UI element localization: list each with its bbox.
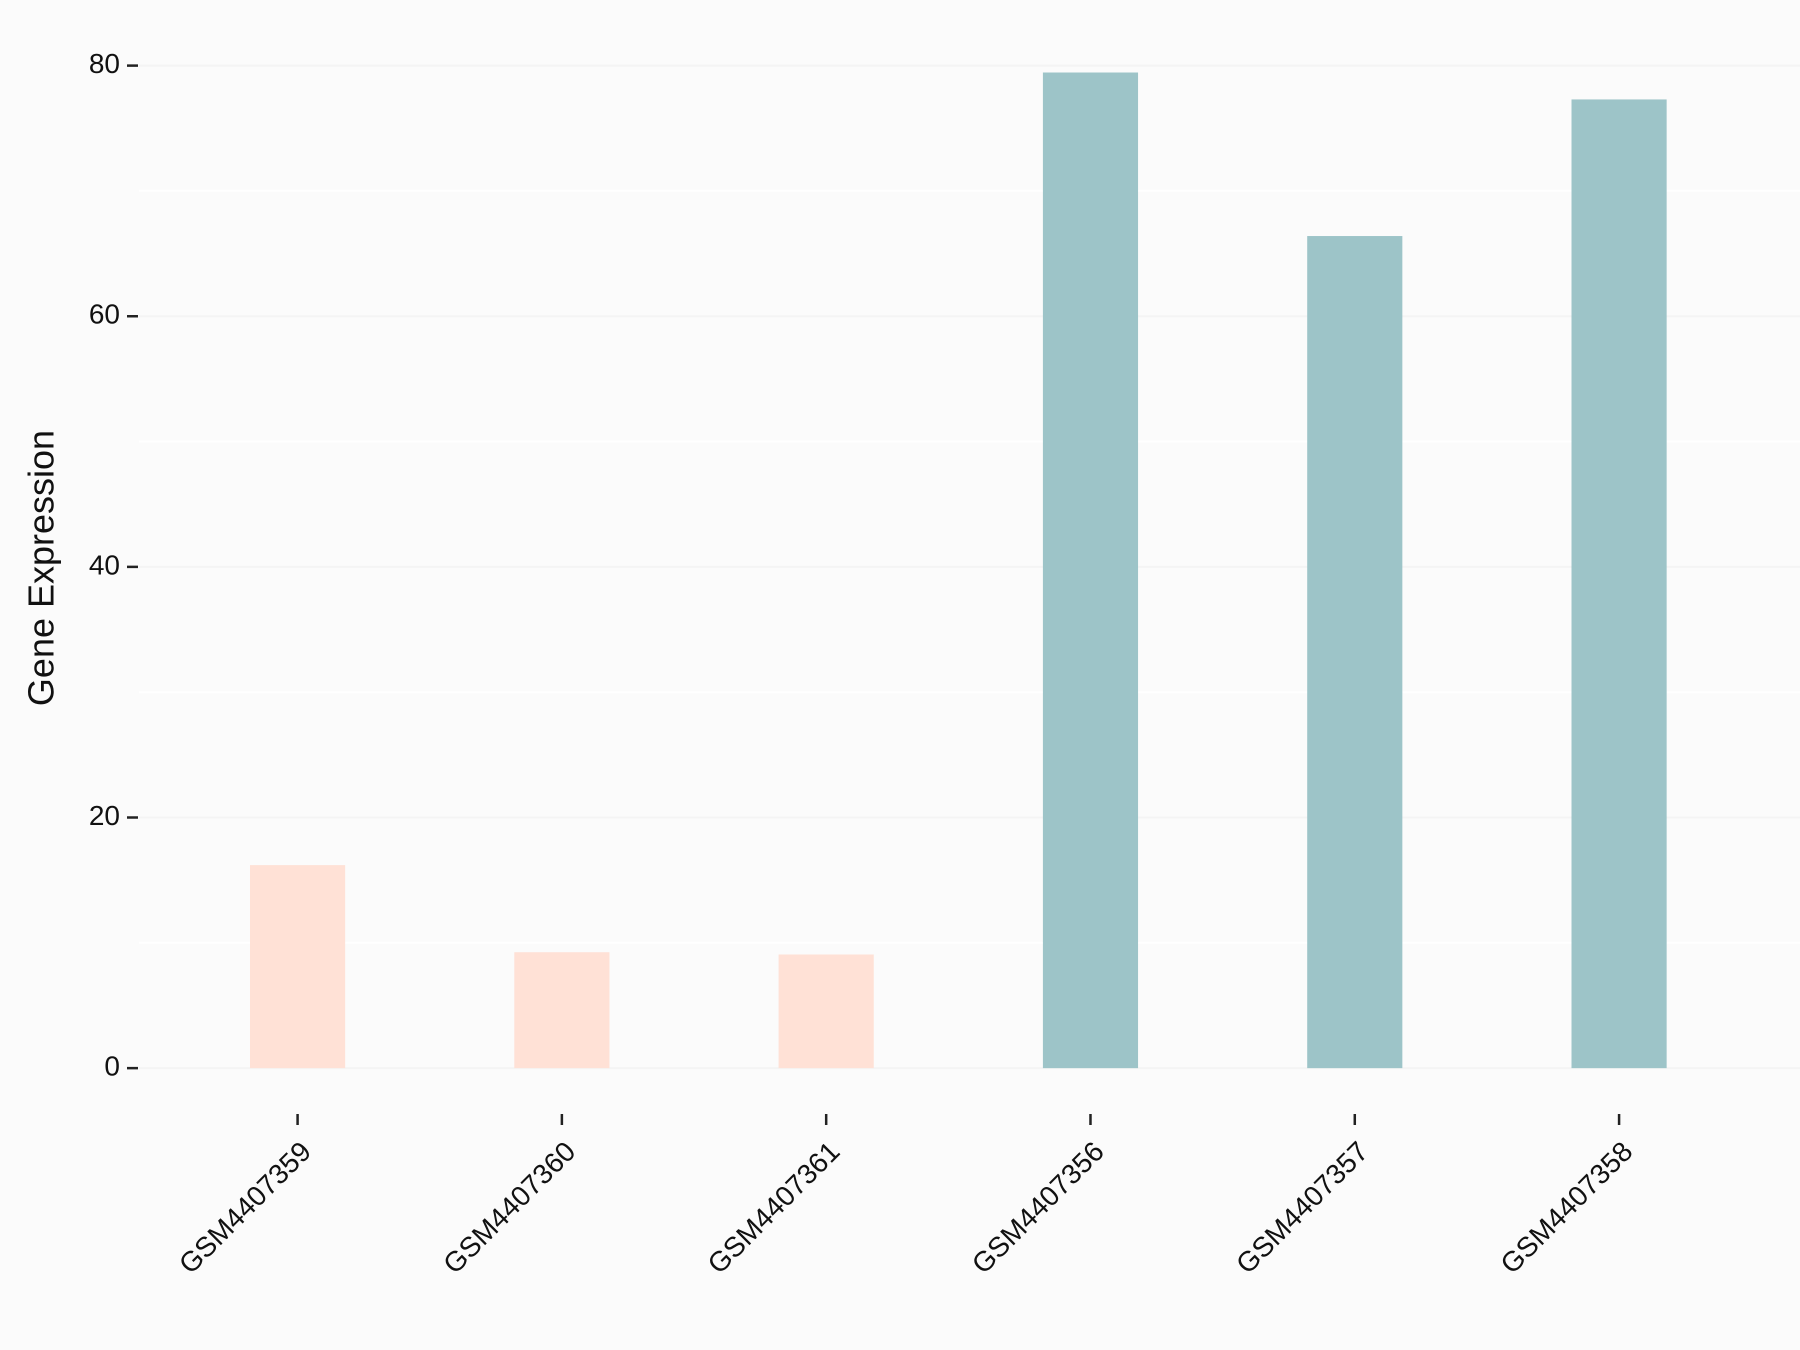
y-tick-label: 20 xyxy=(89,800,120,831)
bar xyxy=(778,954,874,1069)
y-axis-label: Gene Expression xyxy=(21,430,62,706)
bar xyxy=(250,865,346,1069)
y-tick-label: 60 xyxy=(89,299,120,330)
bar xyxy=(1571,99,1667,1069)
y-tick-label: 80 xyxy=(89,48,120,79)
bar xyxy=(1307,236,1403,1069)
y-tick-label: 40 xyxy=(89,549,120,580)
y-tick-label: 0 xyxy=(104,1051,120,1082)
bar xyxy=(1042,72,1139,1069)
bar xyxy=(514,952,610,1069)
